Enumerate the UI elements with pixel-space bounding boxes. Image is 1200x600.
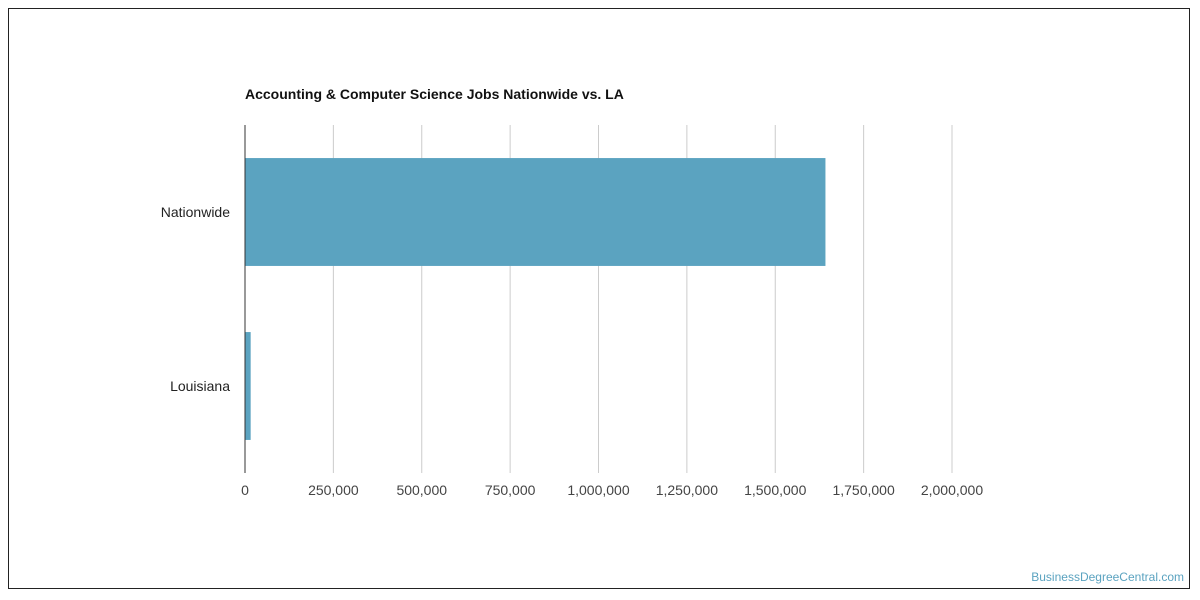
- x-tick-label: 500,000: [396, 482, 447, 498]
- chart-title: Accounting & Computer Science Jobs Natio…: [245, 86, 624, 102]
- watermark-link[interactable]: BusinessDegreeCentral.com: [1031, 570, 1184, 584]
- bar-louisiana: [245, 332, 251, 440]
- x-tick-label: 750,000: [485, 482, 536, 498]
- x-tick-label: 2,000,000: [921, 482, 983, 498]
- x-tick-label: 1,500,000: [744, 482, 806, 498]
- bar-nationwide: [245, 158, 826, 266]
- x-tick-labels: 0 250,000 500,000 750,000 1,000,000 1,250,000…: [241, 482, 983, 498]
- category-label: Louisiana: [170, 378, 230, 394]
- x-tick-label: 250,000: [308, 482, 359, 498]
- x-tick-label: 1,750,000: [832, 482, 894, 498]
- bars: [245, 158, 826, 440]
- category-label: Nationwide: [161, 204, 230, 220]
- category-labels: Nationwide Louisiana: [161, 204, 230, 394]
- chart-frame: [8, 8, 1190, 589]
- x-tick-label: 0: [241, 482, 249, 498]
- x-tick-label: 1,000,000: [567, 482, 629, 498]
- x-tick-label: 1,250,000: [656, 482, 718, 498]
